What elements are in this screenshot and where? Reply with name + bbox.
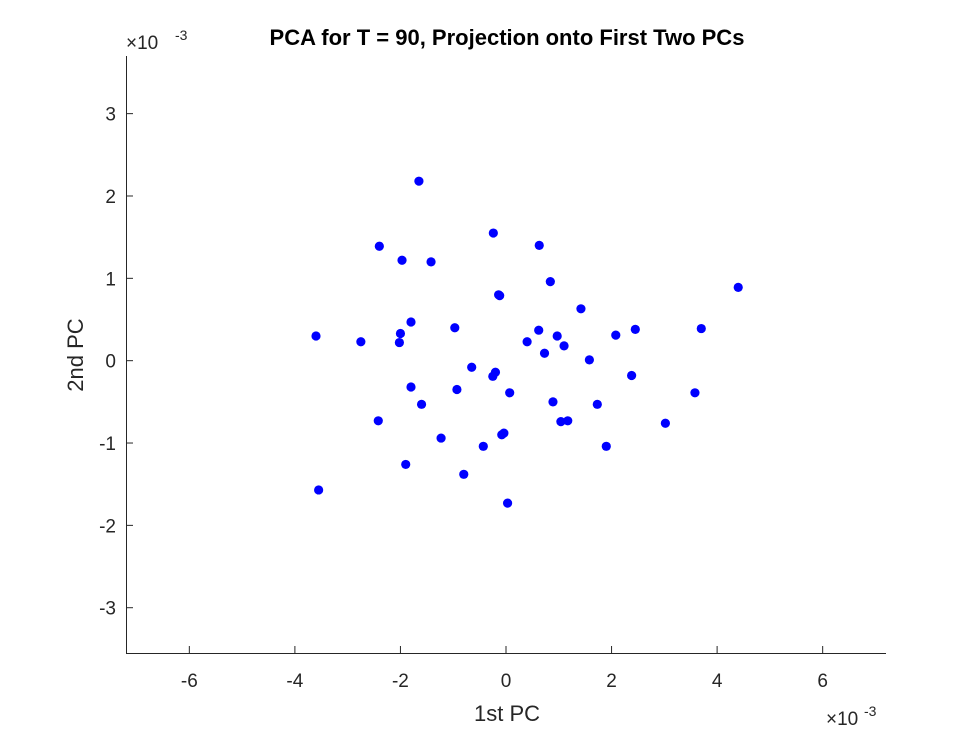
data-points bbox=[311, 176, 743, 508]
data-point bbox=[627, 370, 637, 381]
data-point bbox=[436, 433, 446, 443]
y-tick-label: -1 bbox=[99, 434, 116, 455]
y-tick-label: 3 bbox=[105, 105, 116, 126]
x-exponent-power: -3 bbox=[864, 703, 877, 719]
data-point bbox=[584, 355, 594, 365]
data-point bbox=[563, 416, 573, 426]
data-point bbox=[488, 228, 498, 238]
data-point bbox=[414, 176, 424, 186]
data-point bbox=[497, 430, 507, 440]
x-tick-label: 0 bbox=[501, 671, 512, 692]
data-point bbox=[592, 399, 602, 409]
data-point bbox=[450, 323, 460, 333]
data-point bbox=[426, 257, 436, 267]
data-point bbox=[505, 388, 515, 398]
data-point bbox=[314, 485, 324, 495]
data-point bbox=[397, 255, 407, 265]
data-point bbox=[406, 382, 416, 392]
y-tick-label: -3 bbox=[99, 599, 116, 620]
data-point bbox=[630, 324, 640, 334]
data-point bbox=[534, 325, 544, 335]
y-axis-label: 2nd PC bbox=[63, 318, 88, 391]
data-point bbox=[373, 416, 383, 426]
data-point bbox=[548, 397, 558, 407]
y-ticks: -3 -2 -1 0 1 2 3 bbox=[99, 105, 133, 620]
y-axis-exponent: ×10 -3 bbox=[126, 27, 188, 54]
x-exponent-base: ×10 bbox=[826, 709, 858, 730]
x-axis-exponent: ×10 -3 bbox=[826, 703, 877, 730]
y-exponent-power: -3 bbox=[175, 27, 188, 43]
data-point bbox=[696, 323, 706, 334]
y-tick-label: -2 bbox=[99, 516, 116, 537]
data-point bbox=[559, 341, 569, 351]
x-ticks: -6 -4 -2 0 2 4 6 bbox=[181, 646, 828, 692]
y-tick-label: 0 bbox=[105, 352, 116, 373]
chart-title: PCA for T = 90, Projection onto First Tw… bbox=[270, 25, 745, 50]
data-point bbox=[374, 241, 384, 251]
data-point bbox=[416, 399, 427, 409]
data-point bbox=[356, 337, 366, 347]
data-point bbox=[488, 371, 498, 381]
data-point bbox=[552, 331, 562, 341]
data-point bbox=[459, 469, 469, 479]
data-point bbox=[452, 384, 462, 395]
data-point bbox=[690, 388, 700, 398]
data-point bbox=[311, 331, 321, 341]
data-point bbox=[660, 418, 670, 428]
data-point bbox=[545, 277, 555, 287]
data-point bbox=[478, 441, 488, 451]
data-point bbox=[539, 348, 550, 358]
data-point bbox=[556, 417, 566, 427]
data-point bbox=[601, 441, 611, 451]
data-point bbox=[611, 330, 621, 340]
x-axis-label: 1st PC bbox=[474, 701, 540, 726]
data-point bbox=[534, 240, 544, 250]
data-point bbox=[502, 498, 513, 508]
data-point bbox=[467, 362, 477, 372]
data-point bbox=[394, 337, 404, 348]
x-tick-label: 2 bbox=[606, 671, 617, 692]
data-point bbox=[395, 328, 406, 339]
x-tick-label: -6 bbox=[181, 671, 198, 692]
y-tick-label: 1 bbox=[105, 269, 116, 290]
data-point bbox=[406, 317, 416, 327]
x-tick-label: -2 bbox=[392, 671, 409, 692]
x-tick-label: -4 bbox=[286, 671, 303, 692]
y-exponent-base: ×10 bbox=[126, 33, 158, 54]
data-point bbox=[495, 291, 505, 301]
data-point bbox=[733, 282, 743, 292]
data-point bbox=[401, 459, 411, 470]
x-tick-label: 6 bbox=[817, 671, 828, 692]
x-tick-label: 4 bbox=[712, 671, 723, 692]
data-point bbox=[522, 337, 532, 347]
y-tick-label: 2 bbox=[105, 187, 116, 208]
data-point bbox=[576, 304, 586, 314]
